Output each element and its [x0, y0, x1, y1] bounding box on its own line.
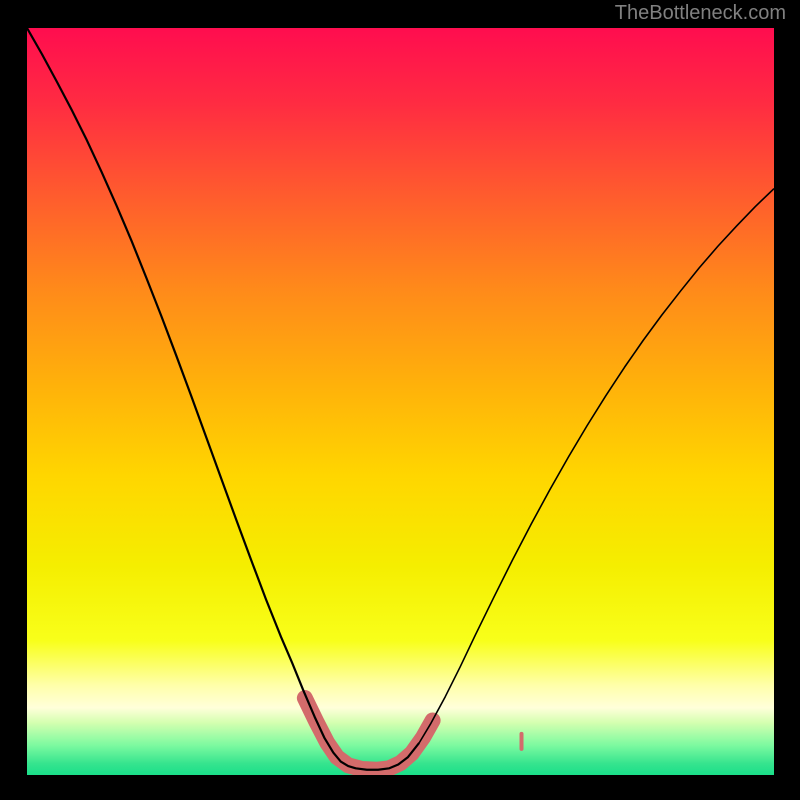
- right-curve: [419, 189, 774, 743]
- attribution-text: TheBottleneck.com: [615, 2, 786, 25]
- highlight-band: [305, 698, 433, 770]
- left-curve: [27, 28, 419, 770]
- chart-svg: [27, 28, 774, 775]
- plot-area: [27, 28, 774, 775]
